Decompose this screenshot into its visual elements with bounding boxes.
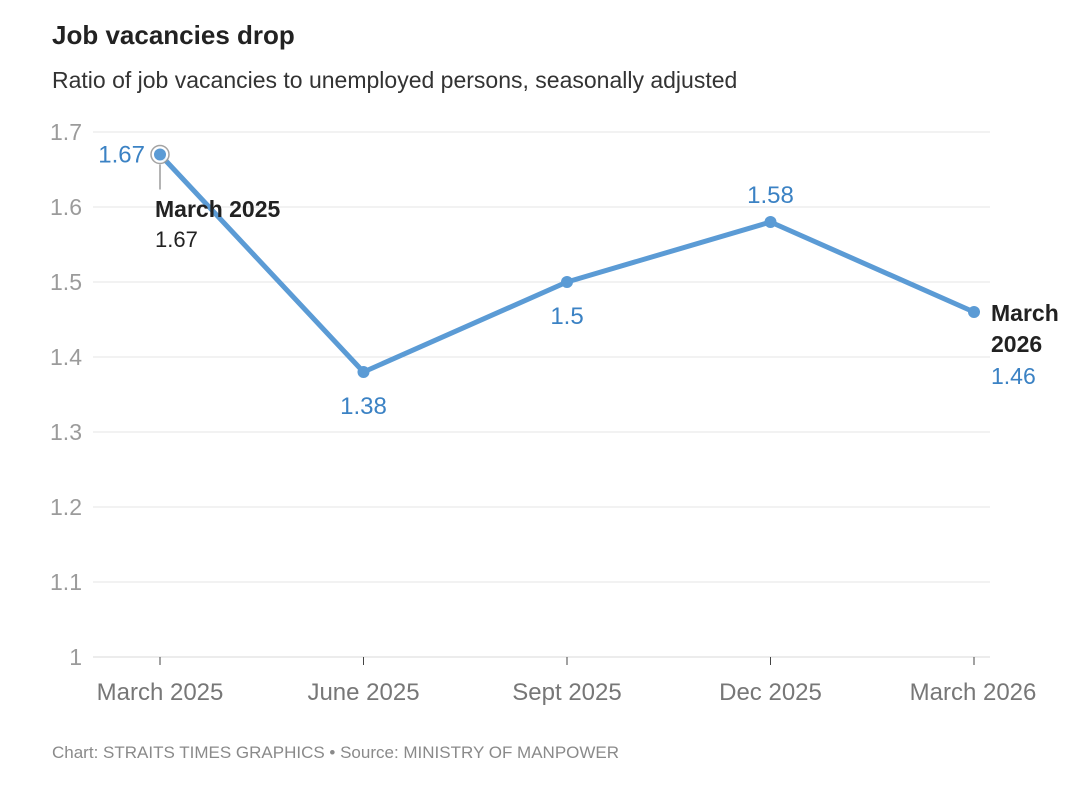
y-tick-label: 1.3 — [50, 419, 82, 445]
y-tick-label: 1.2 — [50, 494, 82, 520]
chart-subtitle: Ratio of job vacancies to unemployed per… — [52, 67, 738, 93]
data-label: 1.5 — [550, 303, 583, 330]
x-tick-label: Dec 2025 — [719, 679, 822, 706]
annotation-value: 1.67 — [155, 227, 198, 252]
y-tick-label: 1.1 — [50, 569, 82, 595]
y-tick-label: 1.5 — [50, 269, 82, 295]
data-label: 1.38 — [340, 393, 387, 420]
annotation-label: March 2025 — [155, 196, 281, 222]
chart-source-footer: Chart: STRAITS TIMES GRAPHICS • Source: … — [52, 743, 620, 762]
annotation-label: 2026 — [991, 331, 1042, 357]
y-tick-label: 1.4 — [50, 344, 82, 370]
x-tick-label: March 2026 — [910, 679, 1037, 706]
x-tick-label: Sept 2025 — [512, 679, 621, 706]
data-point — [154, 148, 166, 161]
chart-title: Job vacancies drop — [52, 20, 295, 50]
data-point — [968, 306, 980, 318]
data-label: 1.58 — [747, 182, 794, 209]
data-point — [764, 216, 777, 228]
y-tick-label: 1 — [69, 644, 82, 670]
data-point — [561, 276, 573, 288]
x-tick-label: March 2025 — [97, 679, 224, 706]
annotation-value: 1.46 — [991, 363, 1036, 389]
data-label: 1.67 — [98, 142, 145, 169]
y-tick-label: 1.7 — [50, 119, 82, 145]
y-tick-label: 1.6 — [50, 194, 82, 220]
x-tick-label: June 2025 — [307, 679, 419, 706]
annotation-label: March — [991, 300, 1059, 326]
data-point — [357, 366, 370, 378]
series-line — [157, 152, 977, 375]
